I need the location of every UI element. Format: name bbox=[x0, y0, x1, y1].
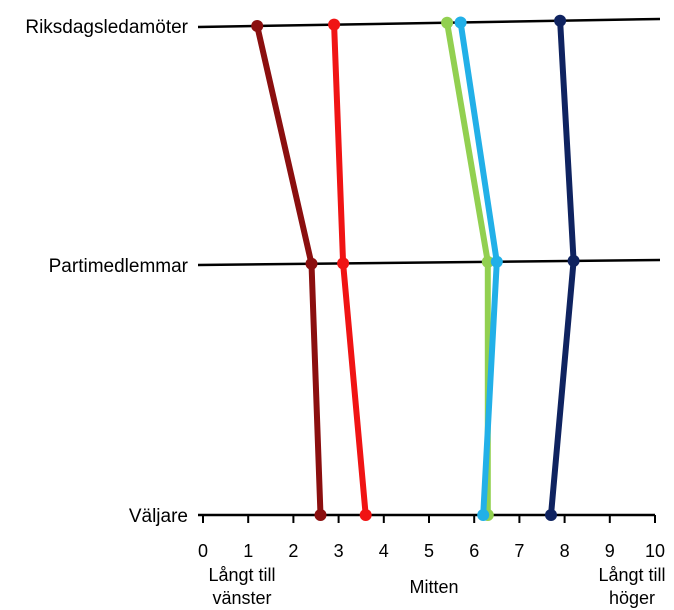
x-tick-label: 7 bbox=[514, 541, 524, 561]
series-line-3 bbox=[444, 19, 491, 518]
data-point bbox=[454, 16, 467, 29]
x-tick-label: 3 bbox=[334, 541, 344, 561]
annotation-right: Långt till bbox=[598, 565, 665, 585]
series-line-4 bbox=[457, 19, 500, 518]
data-point bbox=[554, 14, 567, 27]
level-labels: Riksdagsledamöter Partimedlemmar Väljare bbox=[25, 17, 188, 527]
x-tick-label: 5 bbox=[424, 541, 434, 561]
annotation-center: Mitten bbox=[409, 577, 458, 597]
data-point bbox=[481, 255, 494, 268]
x-tick-label: 2 bbox=[288, 541, 298, 561]
level-label: Väljare bbox=[129, 506, 188, 527]
series-group bbox=[251, 14, 580, 521]
data-point bbox=[490, 255, 503, 268]
annotation-left: vänster bbox=[212, 588, 271, 608]
data-point bbox=[545, 509, 557, 521]
data-point bbox=[441, 16, 454, 29]
x-tick-label: 10 bbox=[645, 541, 665, 561]
x-tick-label: 9 bbox=[605, 541, 615, 561]
x-tick-label: 4 bbox=[379, 541, 389, 561]
data-point bbox=[305, 257, 318, 270]
level-line-1 bbox=[197, 17, 661, 29]
annotation-left: Långt till bbox=[208, 565, 275, 585]
data-point bbox=[314, 509, 327, 521]
x-axis: 0 1 2 3 4 5 6 7 8 9 10 bbox=[198, 515, 665, 561]
data-point bbox=[328, 18, 341, 31]
level-label: Partimedlemmar bbox=[49, 256, 189, 277]
level-label: Riksdagsledamöter bbox=[25, 17, 188, 38]
x-tick-label: 6 bbox=[469, 541, 479, 561]
x-tick-label: 8 bbox=[560, 541, 570, 561]
x-tick-label: 1 bbox=[243, 541, 253, 561]
data-point bbox=[337, 257, 350, 270]
level-line-2 bbox=[197, 258, 661, 267]
series-line-5 bbox=[548, 17, 577, 518]
annotation-right: höger bbox=[609, 588, 655, 608]
data-point bbox=[251, 20, 264, 32]
data-point bbox=[477, 509, 490, 521]
series-line-2 bbox=[331, 21, 369, 518]
data-point bbox=[567, 254, 580, 267]
level-lines bbox=[197, 17, 661, 517]
x-tick-label: 0 bbox=[198, 541, 208, 561]
annotations: Långt till vänster Mitten Långt till höger bbox=[208, 565, 665, 608]
data-point bbox=[359, 509, 372, 521]
series-line-1 bbox=[254, 23, 324, 518]
